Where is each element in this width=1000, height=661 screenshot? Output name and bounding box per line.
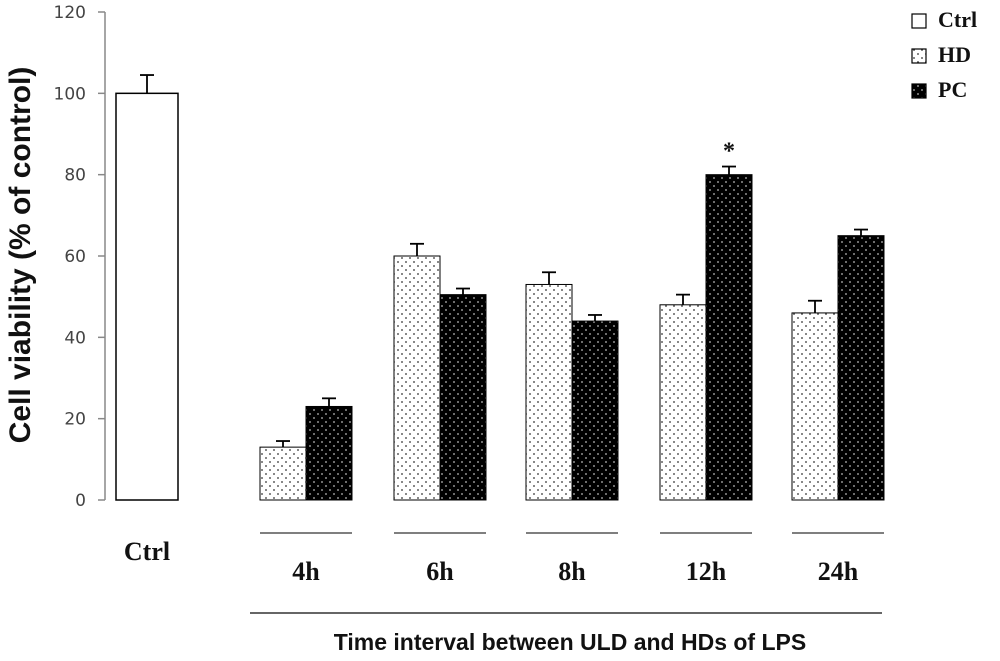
category-label-24h: 24h [818,557,859,586]
legend-label-pc: PC [938,77,967,102]
category-label-4h: 4h [292,557,320,586]
category-label-control: Ctrl [124,537,170,566]
bars-group [115,92,885,501]
y-tick-label: 120 [54,3,86,23]
bar-hd-24h [791,312,839,501]
bar-hd-12h [659,304,707,501]
y-tick-label: 80 [64,166,86,186]
bar-pc-4h [305,405,353,501]
category-label-6h: 6h [426,557,454,586]
error-bars-group [140,74,868,448]
bar-hd-8h [525,283,573,501]
bar-hd-6h [393,255,441,501]
bar-pc-8h [571,320,619,501]
legend-swatch-ctrl [911,13,927,29]
y-tick-label: 60 [64,247,86,267]
legend: Ctrl HD PC [911,7,977,102]
bar-hd-4h [259,446,307,501]
legend-label-hd: HD [938,42,971,67]
category-label-8h: 8h [558,557,586,586]
y-axis-ticks: 0 20 40 60 80 100 120 [54,3,105,511]
y-tick-label: 20 [64,410,86,430]
legend-label-ctrl: Ctrl [938,7,977,32]
bar-pc-12h [705,174,753,501]
significance-marker: * [723,139,735,165]
legend-swatch-hd [911,48,927,64]
y-axis-label: Cell viability (% of control) [4,67,37,444]
bar-control [115,92,179,501]
bar-pc-24h [837,235,885,501]
y-tick-label: 40 [64,328,86,348]
legend-swatch-pc [911,83,927,99]
bar-pc-6h [439,294,487,501]
x-axis-label: Time interval between ULD and HDs of LPS [334,629,806,655]
category-label-12h: 12h [686,557,727,586]
y-tick-label: 0 [75,491,86,511]
y-tick-label: 100 [54,84,86,104]
category-labels-group: Ctrl 4h 6h 8h 12h 24h [124,532,884,586]
